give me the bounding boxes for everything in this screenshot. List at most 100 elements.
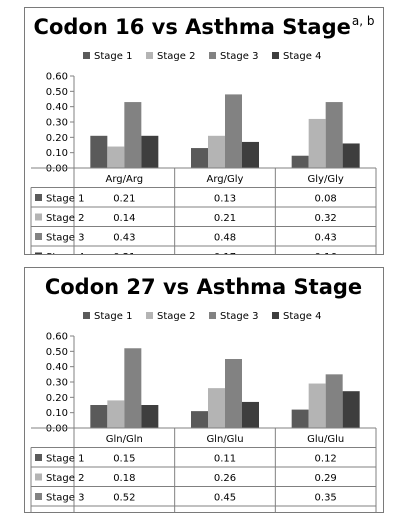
legend-label: Stage 1	[94, 311, 132, 322]
data-label: 0.14	[113, 213, 135, 224]
bar	[308, 383, 326, 428]
table-series-label: Stage 1	[46, 194, 84, 205]
data-label: 0.11	[214, 454, 236, 465]
chart-title: Codon 27 vs Asthma Stage	[25, 274, 383, 299]
bar	[191, 411, 208, 428]
data-label: 0.08	[315, 194, 337, 205]
bar	[325, 374, 343, 428]
table-legend-swatch	[35, 213, 42, 221]
table-legend-swatch	[35, 454, 42, 461]
data-label: 0.26	[214, 473, 236, 484]
bar	[242, 401, 259, 428]
table-series-label: Stage 2	[46, 213, 84, 224]
table-legend-swatch	[35, 493, 42, 500]
legend-label: Stage 3	[220, 311, 258, 322]
table-series-label: Stage 2	[46, 473, 84, 484]
legend-swatch	[146, 52, 153, 59]
bar-chart-codon27: Stage 1 Stage 2 Stage 3 Stage 4 0.00 0.10 0.20…	[30, 311, 377, 512]
bar	[291, 409, 309, 428]
data-label: 0.15	[113, 454, 135, 465]
bar	[325, 102, 343, 168]
data-label: 0.45	[214, 493, 236, 504]
legend-swatch	[83, 312, 90, 319]
table-series-label: Stage 3	[46, 493, 84, 504]
chart-title-text: Codon 27 vs Asthma Stage	[44, 275, 363, 299]
y-tick-label: 0.60	[46, 332, 68, 343]
bar	[225, 94, 242, 168]
chart-title: Codon 16 vs Asthma Stagea, b	[25, 14, 383, 39]
bar	[291, 155, 309, 168]
legend-swatch	[209, 312, 216, 319]
chart-title-superscript: a, b	[351, 14, 375, 28]
bar	[141, 405, 159, 428]
data-label: 0.21	[113, 194, 135, 205]
legend-label: Stage 2	[157, 311, 195, 322]
y-tick-label: 0.20	[46, 393, 68, 404]
legend-label: Stage 1	[94, 51, 132, 62]
data-label: 0.48	[214, 233, 236, 244]
bar	[90, 135, 108, 168]
legend-label: Stage 3	[220, 51, 258, 62]
y-tick-label: 0.60	[46, 72, 68, 83]
data-label: 0.21	[214, 213, 236, 224]
data-label: 0.21	[113, 252, 135, 254]
y-tick-label: 0.20	[46, 133, 68, 144]
category-label: Gly/Gly	[308, 174, 344, 185]
table-series-label: Stage 1	[46, 454, 84, 465]
category-label: Gln/Glu	[206, 434, 243, 445]
data-label: 0.13	[214, 194, 236, 205]
bar	[90, 405, 108, 428]
y-tick-label: 0.50	[46, 87, 68, 98]
data-label: 0.17	[214, 252, 236, 254]
bar	[308, 118, 326, 168]
bar	[225, 359, 242, 428]
bar	[191, 148, 208, 168]
bar	[141, 135, 159, 168]
bar	[342, 391, 360, 428]
legend-swatch	[83, 52, 90, 59]
data-label: 0.12	[315, 454, 337, 465]
category-label: Arg/Gly	[207, 174, 244, 185]
data-label: 0.43	[315, 233, 337, 244]
data-label: 0.29	[315, 473, 337, 484]
data-label: 0.16	[315, 252, 337, 254]
bar	[107, 146, 125, 168]
bar	[124, 102, 142, 168]
data-label: 0.43	[113, 233, 135, 244]
category-label: Arg/Arg	[106, 174, 144, 185]
table-legend-swatch	[35, 233, 42, 240]
bar	[242, 141, 259, 168]
y-tick-label: 0.10	[46, 408, 68, 419]
category-label: Gln/Gln	[106, 434, 143, 445]
y-tick-label: 0.00	[46, 424, 68, 435]
table-series-label: Stage 4	[46, 252, 84, 254]
data-label: 0.32	[315, 213, 337, 224]
legend-label: Stage 2	[157, 51, 195, 62]
chart-title-text: Codon 16 vs Asthma Stage	[33, 15, 351, 39]
y-tick-label: 0.30	[46, 118, 68, 129]
bar	[208, 135, 225, 168]
table-legend-swatch	[35, 194, 42, 201]
y-tick-label: 0.10	[46, 148, 68, 159]
y-tick-label: 0.40	[46, 362, 68, 373]
bar	[124, 348, 142, 428]
legend-swatch	[209, 52, 216, 59]
table-legend-swatch	[35, 473, 42, 481]
chart-panel-codon16: Codon 16 vs Asthma Stagea, b Stage 1 Stag…	[24, 7, 384, 255]
y-tick-label: 0.30	[46, 378, 68, 389]
bar-chart-codon16: Stage 1 Stage 2 Stage 3 Stage 4 0.00 0.10 0.20…	[30, 51, 377, 254]
legend-label: Stage 4	[283, 51, 321, 62]
table-series-label: Stage 3	[46, 233, 84, 244]
bar	[342, 143, 360, 168]
legend-swatch	[272, 312, 279, 319]
legend-swatch	[146, 312, 153, 319]
bar	[107, 400, 125, 428]
y-tick-label: 0.00	[46, 164, 68, 175]
data-label: 0.52	[113, 493, 135, 504]
legend-label: Stage 4	[283, 311, 321, 322]
data-label: 0.35	[315, 493, 337, 504]
table-legend-swatch	[35, 252, 42, 254]
bar	[208, 388, 225, 428]
category-label: Glu/Glu	[307, 434, 344, 445]
